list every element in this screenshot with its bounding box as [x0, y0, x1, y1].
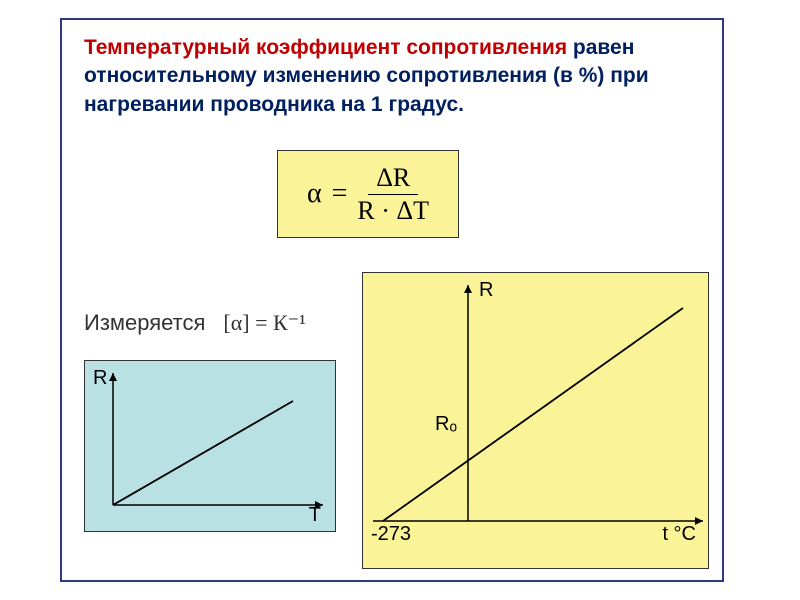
- chart-rt-celsius: R Rₒ -273 t °C: [362, 272, 709, 569]
- unit-expression: [α] = К⁻¹: [223, 310, 305, 336]
- formula-numerator: ΔR: [368, 164, 418, 194]
- chart1-x-label: T: [309, 504, 321, 527]
- formula-fraction: ΔR R · ΔT: [357, 164, 429, 224]
- chart2-neg273-label: -273: [371, 523, 411, 546]
- chart-rt-kelvin: R T: [84, 360, 336, 532]
- formula-denominator: R · ΔT: [357, 195, 429, 224]
- formula-lhs: α: [307, 178, 322, 210]
- measured-row: Измеряется [α] = К⁻¹: [84, 310, 306, 336]
- chart1-svg: [85, 361, 335, 531]
- chart2-r0-label: Rₒ: [435, 413, 457, 436]
- measured-label: Измеряется: [84, 310, 205, 336]
- slide-frame: Температурный коэффициент сопротивления …: [60, 18, 724, 582]
- formula-box: α = ΔR R · ΔT: [277, 150, 459, 238]
- definition-text: Температурный коэффициент сопротивления …: [62, 20, 722, 119]
- chart2-x-label: t °C: [662, 523, 696, 546]
- chart2-y-label: R: [479, 279, 493, 302]
- chart1-y-label: R: [93, 367, 107, 390]
- term: Температурный коэффициент сопротивления: [84, 36, 567, 59]
- formula-eq: =: [332, 178, 348, 210]
- chart2-svg: [363, 273, 708, 568]
